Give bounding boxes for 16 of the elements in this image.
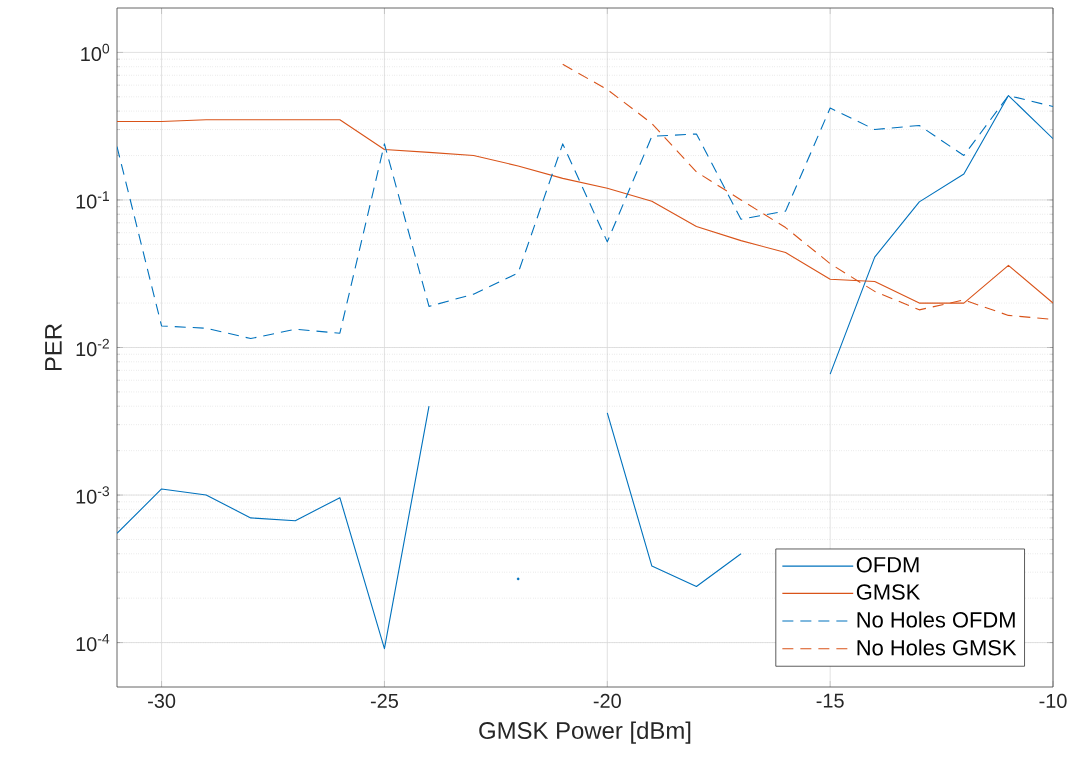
x-tick-label: -10 bbox=[1039, 693, 1067, 708]
y-axis-title: PER bbox=[45, 324, 62, 371]
y-tick-label: 10$^{-2}$ bbox=[76, 338, 109, 357]
x-tick-label: -15 bbox=[816, 693, 844, 708]
legend-label: OFDM bbox=[856, 556, 919, 573]
legend-label: No Holes OFDM bbox=[857, 611, 1015, 628]
legend-label: No Holes GMSK bbox=[857, 639, 1017, 656]
legend-label: GMSK bbox=[856, 584, 921, 600]
y-tick-label: 10$^{0}$ bbox=[81, 43, 110, 62]
y-tick-label: 10$^{-1}$ bbox=[76, 191, 109, 209]
x-axis-title: GMSK Power [dBm] bbox=[479, 721, 691, 744]
y-tick-label: 10$^{-3}$ bbox=[76, 486, 110, 504]
y-tick-label: 10$^{-4}$ bbox=[76, 633, 110, 652]
x-tick-label: -20 bbox=[593, 693, 621, 708]
x-tick-label: -25 bbox=[370, 693, 398, 708]
x-tick-label: -30 bbox=[148, 693, 176, 708]
